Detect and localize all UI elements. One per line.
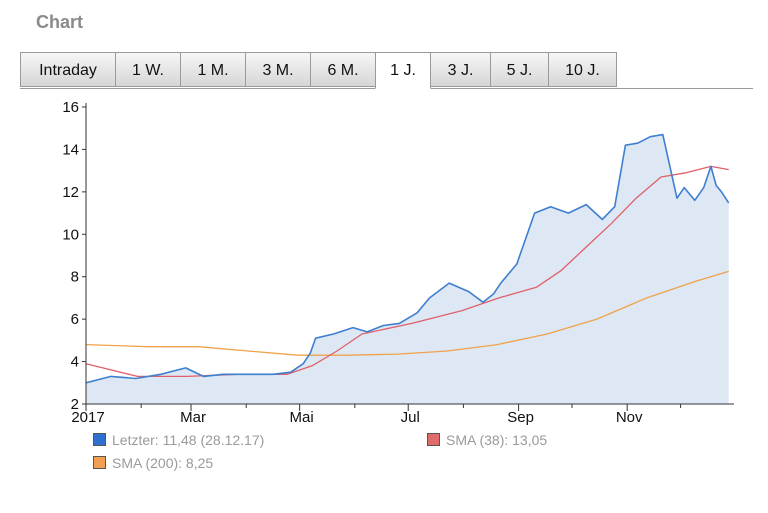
tab-5j[interactable]: 5 J. <box>490 52 549 87</box>
legend-label-sma38: SMA (38): 13,05 <box>446 432 548 448</box>
x-tick-label-Mar: Mar <box>180 409 206 426</box>
y-tick-label-16: 16 <box>62 99 79 116</box>
tab-1w[interactable]: 1 W. <box>115 52 181 87</box>
price-area-fill <box>86 134 729 404</box>
tab-1j[interactable]: 1 J. <box>375 52 431 89</box>
series-letzter-line <box>85 133 730 384</box>
y-tick-label-4: 4 <box>71 354 79 371</box>
series-sma200-line <box>85 270 729 356</box>
y-tick-label-14: 14 <box>62 141 79 158</box>
legend-swatch-letzter <box>93 433 106 446</box>
tab-3j[interactable]: 3 J. <box>430 52 491 87</box>
y-tick-label-12: 12 <box>62 184 79 201</box>
tab-6m[interactable]: 6 M. <box>310 52 376 87</box>
tab-intraday[interactable]: Intraday <box>20 52 116 87</box>
y-tick-label-2: 2 <box>71 396 79 413</box>
chart-title: Chart <box>36 12 84 32</box>
x-tick-label-Nov: Nov <box>616 409 643 426</box>
legend-label-sma200: SMA (200): 8,25 <box>112 455 214 471</box>
x-tick-label-2017: 2017 <box>71 409 104 426</box>
legend-swatch-sma38 <box>427 433 440 446</box>
x-tick-label-Sep: Sep <box>507 409 534 426</box>
x-tick-label-Jul: Jul <box>401 409 420 426</box>
tab-3m[interactable]: 3 M. <box>245 52 311 87</box>
y-tick-label-8: 8 <box>71 269 79 286</box>
period-tab-bar: Intraday 1 W. 1 M. 3 M. 6 M. 1 J. 3 J. 5… <box>20 52 753 89</box>
y-tick-label-10: 10 <box>62 226 79 243</box>
x-tick-label-Mai: Mai <box>290 409 314 426</box>
legend-swatch-sma200 <box>93 456 106 469</box>
legend-item-sma200: SMA (200): 8,25 <box>93 455 213 471</box>
legend-label-letzter: Letzter: 11,48 (28.12.17) <box>112 432 265 448</box>
tab-10j[interactable]: 10 J. <box>548 52 617 87</box>
legend-item-letzter: Letzter: 11,48 (28.12.17) <box>93 432 264 448</box>
y-tick-label-6: 6 <box>71 311 79 328</box>
legend-item-sma38: SMA (38): 13,05 <box>427 432 547 448</box>
